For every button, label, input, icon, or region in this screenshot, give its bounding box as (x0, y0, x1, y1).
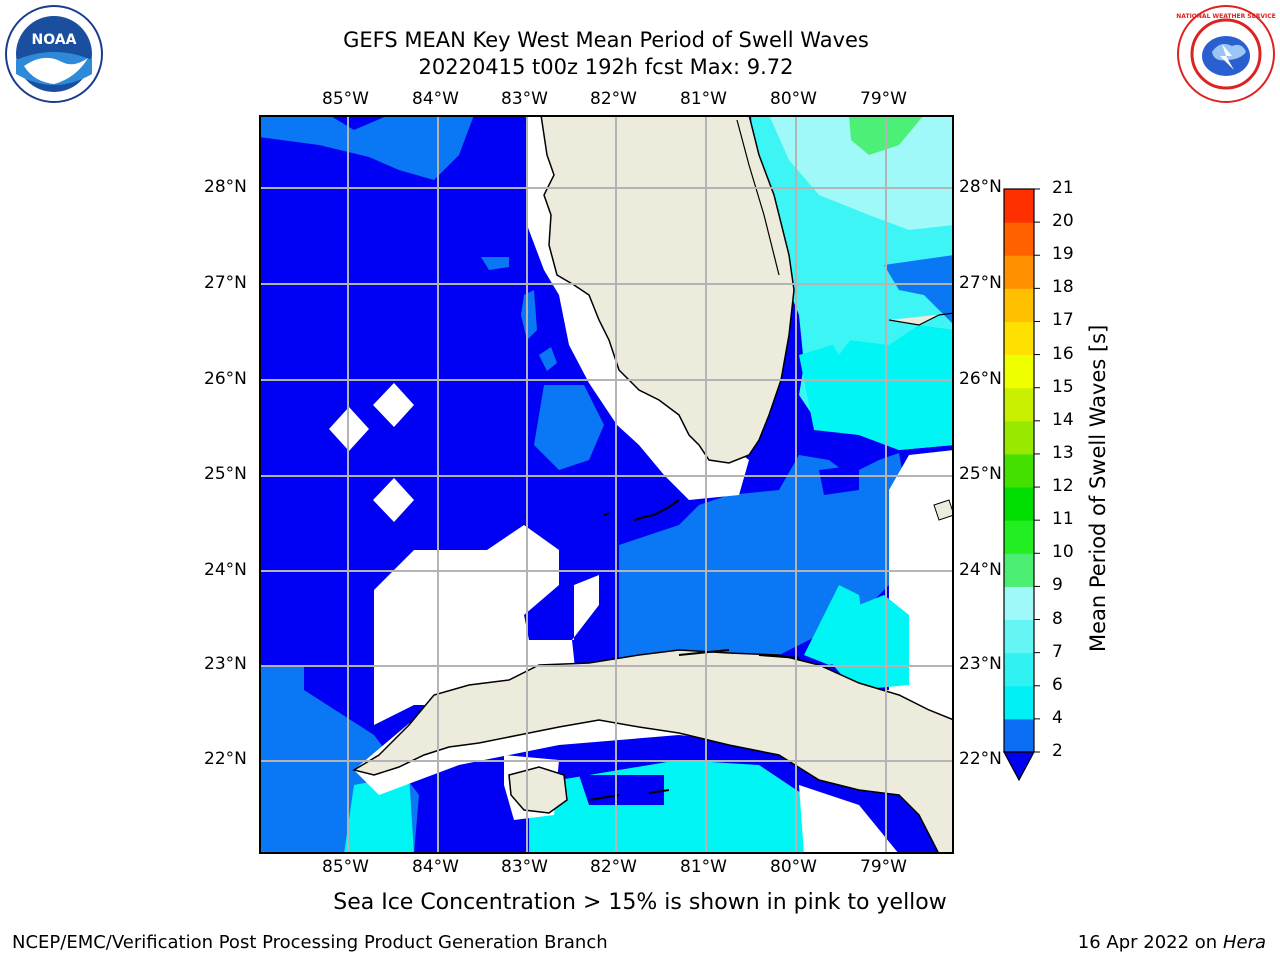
lat-label-left: 28°N (204, 177, 247, 197)
lat-label-left: 27°N (204, 273, 247, 293)
colorbar-segment (1004, 487, 1034, 521)
colorbar-segment (1004, 685, 1034, 720)
map-land-isla-juventud (508, 766, 568, 814)
lat-label-right: 24°N (959, 560, 1002, 580)
map-region-midblue-nw (259, 115, 474, 180)
colorbar-segment (1004, 189, 1034, 223)
colorbar-tick-label: 13 (1052, 442, 1074, 463)
colorbar-segment (1004, 652, 1034, 687)
colorbar-tick-label: 12 (1052, 476, 1074, 497)
map-region-palecyan-east (769, 115, 954, 230)
lat-label-right: 27°N (959, 273, 1002, 293)
map-nodata-diamond (373, 383, 414, 427)
colorbar-segment (1004, 619, 1034, 654)
lat-label-left: 22°N (204, 749, 247, 769)
colorbar-extend-arrow (1002, 751, 1036, 782)
colorbar-segment (1004, 520, 1034, 554)
generation-date: 16 Apr 2022 on Hera (1077, 932, 1266, 953)
lat-label-right: 28°N (959, 177, 1002, 197)
colorbar-tick-label: 20 (1052, 211, 1074, 232)
lat-label-right: 22°N (959, 749, 1002, 769)
colorbar-tick-label: 16 (1052, 343, 1074, 364)
colorbar (1000, 186, 1040, 786)
colorbar-segment (1004, 387, 1034, 422)
swell-period-map (259, 114, 955, 855)
chart-title-line2: 20220415 t00z 192h fcst Max: 9.72 (418, 55, 794, 79)
colorbar-tick-label: 2 (1052, 741, 1063, 761)
map-gridlines (259, 115, 954, 854)
lon-label-top: 85°W (322, 89, 369, 109)
lon-label-bottom: 82°W (590, 857, 637, 877)
lat-label-right: 26°N (959, 369, 1002, 389)
organization-credit: NCEP/EMC/Verification Post Processing Pr… (12, 932, 608, 953)
lon-label-bottom: 84°W (412, 857, 459, 877)
svg-text:NATIONAL WEATHER SERVICE: NATIONAL WEATHER SERVICE (1176, 13, 1275, 20)
map-frame (259, 115, 954, 854)
colorbar-segment (1004, 288, 1034, 322)
colorbar-tick-label: 18 (1052, 277, 1074, 298)
colorbar-tick-label: 6 (1052, 674, 1063, 695)
lon-label-bottom: 81°W (680, 857, 727, 877)
lat-label-right: 23°N (959, 654, 1002, 674)
colorbar-segment (1004, 222, 1034, 256)
lon-label-top: 83°W (501, 89, 548, 109)
lat-label-left: 23°N (204, 654, 247, 674)
lat-label-left: 25°N (204, 464, 247, 484)
colorbar-segment (1004, 420, 1034, 455)
colorbar-frame (1003, 188, 1035, 753)
colorbar-tick-label: 9 (1052, 575, 1063, 596)
lon-label-top: 79°W (860, 89, 907, 109)
lon-label-top: 84°W (412, 89, 459, 109)
colorbar-tick-label: 11 (1052, 509, 1074, 530)
lon-label-top: 81°W (680, 89, 727, 109)
map-region-cyan-sw (344, 775, 414, 854)
lon-label-bottom: 85°W (322, 857, 369, 877)
lon-label-bottom: 80°W (770, 857, 817, 877)
svg-text:NOAA: NOAA (32, 32, 77, 48)
lat-label-left: 26°N (204, 369, 247, 389)
colorbar-segment (1004, 354, 1034, 389)
map-nodata-diamond (373, 478, 414, 522)
colorbar-segment (1004, 718, 1034, 753)
lon-label-top: 80°W (770, 89, 817, 109)
lat-label-left: 24°N (204, 560, 247, 580)
sea-ice-note: Sea Ice Concentration > 15% is shown in … (333, 890, 947, 915)
lon-label-bottom: 79°W (860, 857, 907, 877)
map-region-midblue-center (534, 385, 604, 470)
lat-label-right: 25°N (959, 464, 1002, 484)
colorbar-tick-label: 10 (1052, 542, 1074, 563)
colorbar-tick-label: 7 (1052, 641, 1063, 662)
lon-label-bottom: 83°W (501, 857, 548, 877)
noaa-logo: NOAA (4, 4, 104, 104)
colorbar-tick-label: 17 (1052, 310, 1074, 331)
colorbar-tick-label: 8 (1052, 608, 1063, 629)
nws-logo: NATIONAL WEATHER SERVICE (1176, 4, 1276, 104)
colorbar-tick-label: 19 (1052, 244, 1074, 265)
colorbar-segment (1004, 255, 1034, 289)
colorbar-tick-label: 15 (1052, 376, 1074, 397)
colorbar-segment (1004, 321, 1034, 356)
chart-title-line1: GEFS MEAN Key West Mean Period of Swell … (343, 28, 869, 52)
colorbar-title: Mean Period of Swell Waves [s] (1086, 324, 1110, 652)
colorbar-segment (1004, 553, 1034, 587)
colorbar-tick-labels: 2 4 6 7 8 9 10 11 12 13 14 15 16 17 18 19 20 21 (1052, 0, 1112, 960)
lon-label-top: 82°W (590, 89, 637, 109)
colorbar-segment (1004, 586, 1034, 621)
colorbar-segment (1004, 453, 1034, 488)
colorbar-tick-label: 21 (1052, 178, 1074, 198)
colorbar-tick-label: 4 (1052, 707, 1063, 728)
colorbar-tick-label: 14 (1052, 409, 1074, 430)
